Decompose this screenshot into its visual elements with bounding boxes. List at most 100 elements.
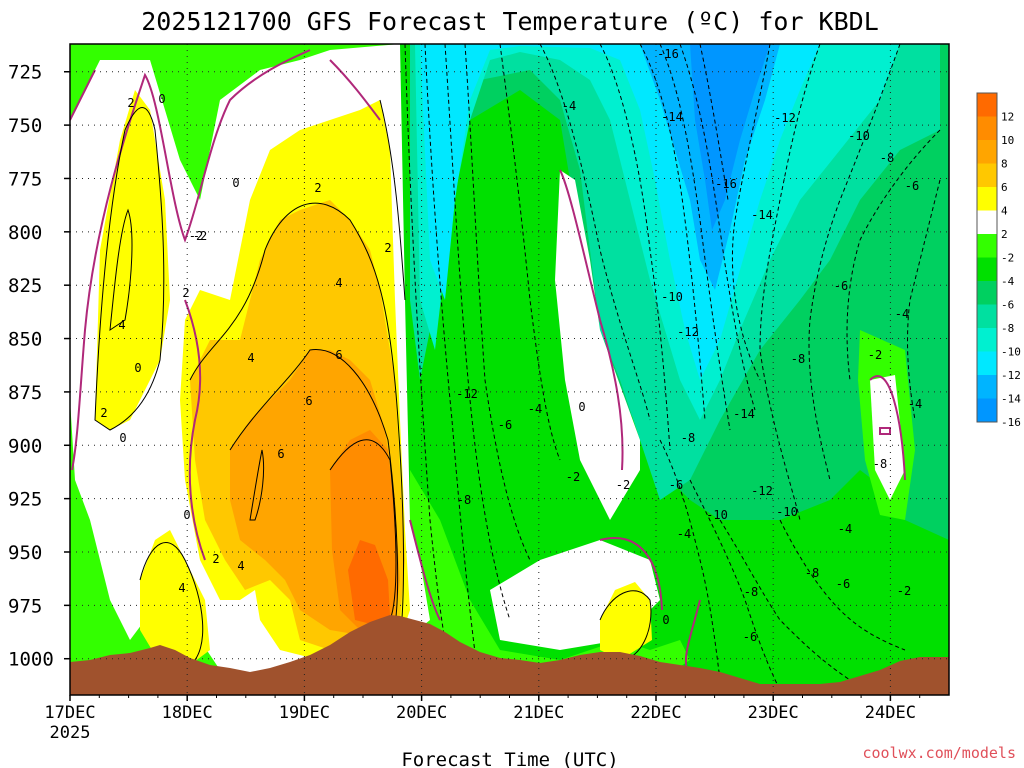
legend-frame bbox=[976, 92, 998, 423]
contour-label: -8 bbox=[457, 493, 471, 507]
contour-label: -4 bbox=[908, 397, 922, 411]
contour-label: 6 bbox=[277, 447, 284, 461]
legend-swatch bbox=[977, 140, 997, 164]
y-tick-label: 925 bbox=[8, 489, 42, 511]
legend-label: 12 bbox=[1001, 111, 1014, 124]
y-tick-label: 950 bbox=[8, 542, 42, 564]
contour-label: -12 bbox=[456, 387, 478, 401]
x-axis-year-label: 2025 bbox=[50, 723, 91, 743]
contour-label: -6 bbox=[669, 478, 683, 492]
plot-area bbox=[70, 44, 949, 695]
contour-label: -14 bbox=[751, 208, 773, 222]
contour-label: -4 bbox=[677, 527, 691, 541]
contour-label: -2 bbox=[566, 470, 580, 484]
contour-label: -14 bbox=[661, 110, 683, 124]
contour-label: 6 bbox=[335, 348, 342, 362]
chart-title: 2025121700 GFS Forecast Temperature (ºC)… bbox=[141, 7, 879, 36]
legend-label: -2 bbox=[1001, 252, 1014, 265]
x-tick-label: 18DEC bbox=[162, 703, 213, 723]
legend-label: -16 bbox=[1001, 416, 1021, 429]
field-minus16-region bbox=[690, 44, 770, 230]
x-tick-label: 17DEC bbox=[44, 703, 95, 723]
contour-label: -4 bbox=[838, 522, 852, 536]
x-tick-label: 23DEC bbox=[748, 703, 799, 723]
warm-contours bbox=[94, 99, 652, 666]
contour-label: -16 bbox=[715, 177, 737, 191]
legend-swatch bbox=[977, 398, 997, 422]
field-minus2-region-lower bbox=[410, 470, 690, 695]
contour-label: -8 bbox=[805, 566, 819, 580]
legend-swatch bbox=[977, 304, 997, 328]
contour-label: -6 bbox=[743, 630, 757, 644]
cold-contours bbox=[404, 44, 941, 691]
legend-label: -10 bbox=[1001, 346, 1021, 359]
contour-label: -10 bbox=[776, 505, 798, 519]
legend-label: 2 bbox=[1001, 228, 1008, 241]
legend-label: -14 bbox=[1001, 393, 1021, 406]
contour-label: 2 bbox=[182, 286, 189, 300]
contour-label: -8 bbox=[744, 585, 758, 599]
y-tick-label: 900 bbox=[8, 435, 42, 457]
y-tick-label: 975 bbox=[8, 595, 42, 617]
legend-label: 8 bbox=[1001, 158, 1008, 171]
x-tick-label: 20DEC bbox=[396, 703, 447, 723]
contour-label: 0 bbox=[578, 400, 585, 414]
contour-label: 2 bbox=[314, 181, 321, 195]
y-tick-label: 725 bbox=[8, 62, 42, 84]
legend-swatch bbox=[977, 281, 997, 305]
contour-label: 6 bbox=[305, 394, 312, 408]
contour-label: -8 bbox=[873, 457, 887, 471]
contour-label: 2 bbox=[212, 552, 219, 566]
contour-label: -8 bbox=[791, 352, 805, 366]
y-tick-label: 825 bbox=[8, 275, 42, 297]
legend-label: 6 bbox=[1001, 181, 1008, 194]
contour-label: -2 bbox=[868, 348, 882, 362]
contour-label: 0 bbox=[232, 176, 239, 190]
y-tick-label: 750 bbox=[8, 115, 42, 137]
y-axis: 725 750 775 800 825 850 875 900 925 950 975 1000 bbox=[8, 62, 70, 671]
legend-label: -12 bbox=[1001, 369, 1021, 382]
contour-label: -2 bbox=[616, 478, 630, 492]
contour-label: 4 bbox=[335, 276, 342, 290]
contour-label: -2 bbox=[897, 584, 911, 598]
contour-label: -10 bbox=[848, 129, 870, 143]
contour-label: -14 bbox=[733, 407, 755, 421]
contour-label: -4 bbox=[895, 307, 909, 321]
contour-label: 2 bbox=[100, 406, 107, 420]
contour-label: -8 bbox=[681, 431, 695, 445]
contour-label: 4 bbox=[237, 559, 244, 573]
x-tick-label: 22DEC bbox=[630, 703, 681, 723]
x-tick-label: 21DEC bbox=[513, 703, 564, 723]
field-above-minus2-pocket bbox=[555, 170, 640, 520]
legend-swatch bbox=[977, 257, 997, 281]
y-tick-label: 800 bbox=[8, 222, 42, 244]
contour-label: -8 bbox=[880, 151, 894, 165]
x-axis-title: Forecast Time (UTC) bbox=[401, 749, 618, 768]
contour-label: -6 bbox=[836, 577, 850, 591]
legend-swatch bbox=[977, 116, 997, 140]
legend-swatch bbox=[977, 375, 997, 399]
contour-label: 2 bbox=[127, 96, 134, 110]
contour-label: -6 bbox=[498, 418, 512, 432]
color-legend: 12 10 8 6 4 2 -2 -4 -6 -8 -10 -12 -14 -16 bbox=[976, 92, 1021, 429]
credit-text: coolwx.com/models bbox=[862, 744, 1016, 762]
contour-labels: 2 0 0 -2 2 4 0 2 0 2 4 6 6 4 6 0 2 4 4 2… bbox=[100, 47, 922, 644]
field-plus2-region-3 bbox=[140, 530, 210, 665]
y-tick-label: 1000 bbox=[8, 649, 54, 671]
legend-swatch bbox=[977, 187, 997, 211]
contour-label: -6 bbox=[905, 179, 919, 193]
x-tick-label: 19DEC bbox=[279, 703, 330, 723]
contour-label: -2 bbox=[189, 229, 203, 243]
y-tick-label: 775 bbox=[8, 168, 42, 190]
contour-label: 2 bbox=[384, 241, 391, 255]
contour-label: 0 bbox=[183, 508, 190, 522]
contour-label: -10 bbox=[661, 290, 683, 304]
legend-label: -6 bbox=[1001, 299, 1014, 312]
contour-label: -12 bbox=[774, 111, 796, 125]
contour-label: -4 bbox=[562, 99, 576, 113]
contour-label: -10 bbox=[706, 508, 728, 522]
y-tick-label: 850 bbox=[8, 329, 42, 351]
contour-label: 4 bbox=[178, 581, 185, 595]
legend-swatch bbox=[977, 328, 997, 352]
